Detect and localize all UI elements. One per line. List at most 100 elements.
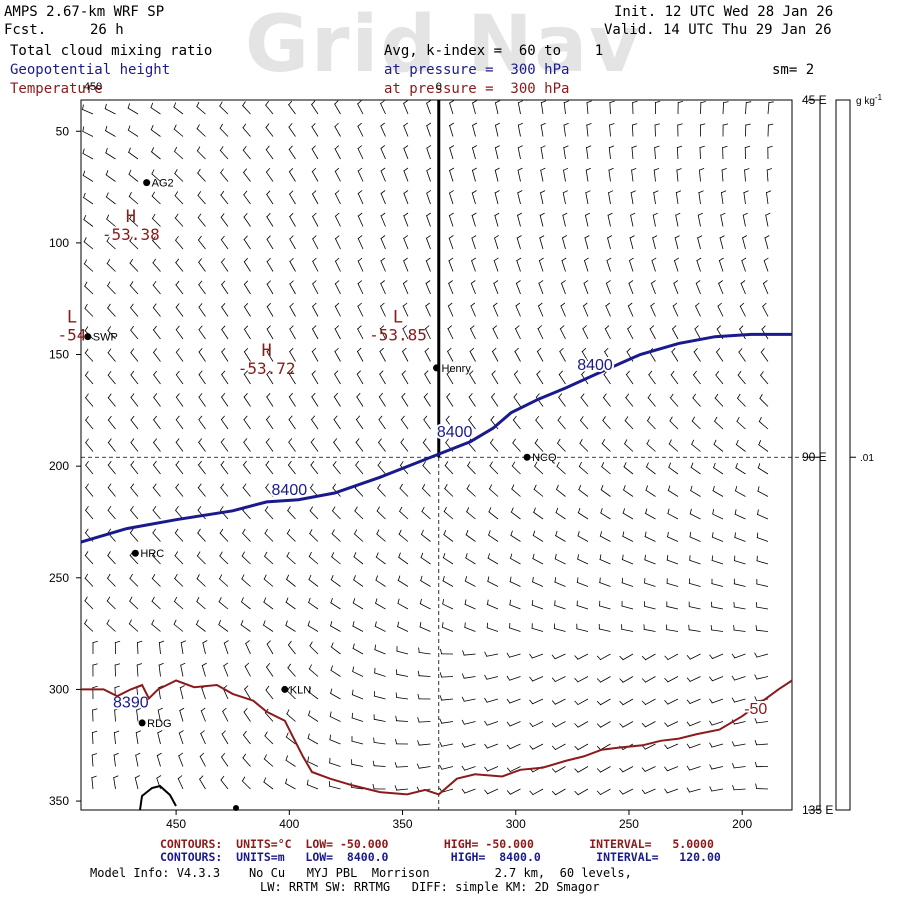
wind-barb [602, 393, 611, 407]
wind-barb [266, 235, 274, 250]
wind-barb [694, 325, 701, 340]
station-marker [138, 719, 146, 727]
wind-barb [511, 484, 521, 497]
wind-barb [378, 415, 386, 430]
wind-barb [91, 753, 98, 767]
wind-barb [129, 573, 139, 587]
wind-barb [178, 752, 184, 767]
smoothing-label: sm= 2 [772, 62, 815, 78]
wind-barb [576, 577, 589, 587]
wind-barb [691, 416, 701, 430]
wind-barb [517, 145, 523, 160]
wind-barb [446, 370, 454, 385]
wind-barb [761, 325, 769, 340]
wind-barb [288, 145, 296, 160]
wind-barb [180, 662, 186, 677]
wind-barb [266, 280, 274, 295]
wind-barb [311, 302, 319, 317]
wind-barb [84, 371, 94, 385]
wind-barb [756, 509, 769, 520]
wind-barb [461, 673, 476, 679]
wind-barb [135, 730, 141, 745]
wind-barb [221, 325, 229, 340]
wind-barb [309, 641, 319, 655]
wind-barb [484, 766, 499, 772]
wind-barb [129, 303, 139, 317]
wind-barb [722, 123, 729, 137]
wind-barb [175, 325, 184, 340]
wind-barb [355, 415, 364, 430]
wind-barb [242, 145, 251, 160]
wind-barb [579, 438, 589, 452]
wind-barb [514, 347, 521, 362]
wind-barb [309, 483, 319, 497]
wind-barb [175, 370, 184, 385]
wind-barb [379, 370, 386, 385]
wind-barb [647, 393, 656, 407]
station-marker [281, 685, 289, 693]
wind-barb [219, 123, 229, 137]
wind-barb [653, 168, 660, 182]
wind-barb [105, 170, 116, 182]
wind-barb [242, 730, 251, 745]
wind-barb [373, 737, 386, 745]
wind-barb [465, 530, 476, 542]
wind-barb [714, 393, 724, 407]
wind-barb [652, 235, 658, 250]
wind-barb [308, 551, 319, 565]
wind-barb [174, 169, 184, 182]
wind-barb [329, 620, 341, 632]
wind-barb [551, 766, 566, 773]
wind-barb [506, 698, 521, 704]
wind-barb [334, 280, 341, 295]
wind-barb [352, 621, 364, 632]
wind-barb [175, 483, 184, 497]
wind-barb [608, 145, 615, 160]
wind-barb [698, 190, 704, 205]
wind-barb [173, 146, 184, 160]
x-tick-label: 200 [732, 817, 752, 831]
wind-barb [152, 325, 161, 340]
wind-barb [243, 708, 251, 722]
axes: 450 400 350 300 250 200 50 100 150 200 250 300 350 45… [49, 81, 883, 831]
wind-barb [84, 505, 94, 520]
wind-barb [425, 302, 431, 317]
wind-barb [754, 652, 769, 658]
wind-barb [513, 393, 521, 407]
wind-barb [532, 530, 544, 542]
wind-barb [136, 707, 142, 722]
wind-barb [375, 552, 386, 565]
y-tick-label: 350 [49, 794, 69, 808]
wind-barb [715, 370, 724, 385]
wind-barb [333, 370, 341, 385]
wind-barb [697, 235, 703, 250]
wind-barb [650, 302, 656, 317]
wind-barb [311, 325, 319, 340]
wind-barb [577, 531, 589, 542]
wind-barb [373, 714, 386, 722]
wind-barb [670, 370, 679, 385]
wind-barb [619, 721, 634, 728]
wind-barb [83, 214, 94, 227]
wind-barb [717, 302, 724, 317]
wind-barb [417, 740, 431, 746]
wind-barb [619, 698, 634, 706]
wind-barb [266, 640, 274, 655]
height-contour-label: 8400 [577, 357, 613, 374]
wind-barb [556, 438, 566, 452]
wind-barb [494, 190, 500, 205]
wind-barb [644, 554, 656, 565]
wind-barb [529, 698, 544, 705]
wind-barb [767, 145, 773, 160]
wind-barb [556, 461, 566, 475]
wind-barb [607, 212, 613, 227]
wind-barb [243, 348, 251, 362]
wind-barb [631, 145, 637, 160]
wind-barb [672, 302, 679, 317]
wind-barb [265, 438, 274, 452]
wind-barb [288, 190, 296, 205]
wind-barb [631, 123, 638, 137]
wind-barb [462, 650, 476, 656]
wind-barb [574, 698, 589, 706]
wind-barb [563, 100, 569, 115]
